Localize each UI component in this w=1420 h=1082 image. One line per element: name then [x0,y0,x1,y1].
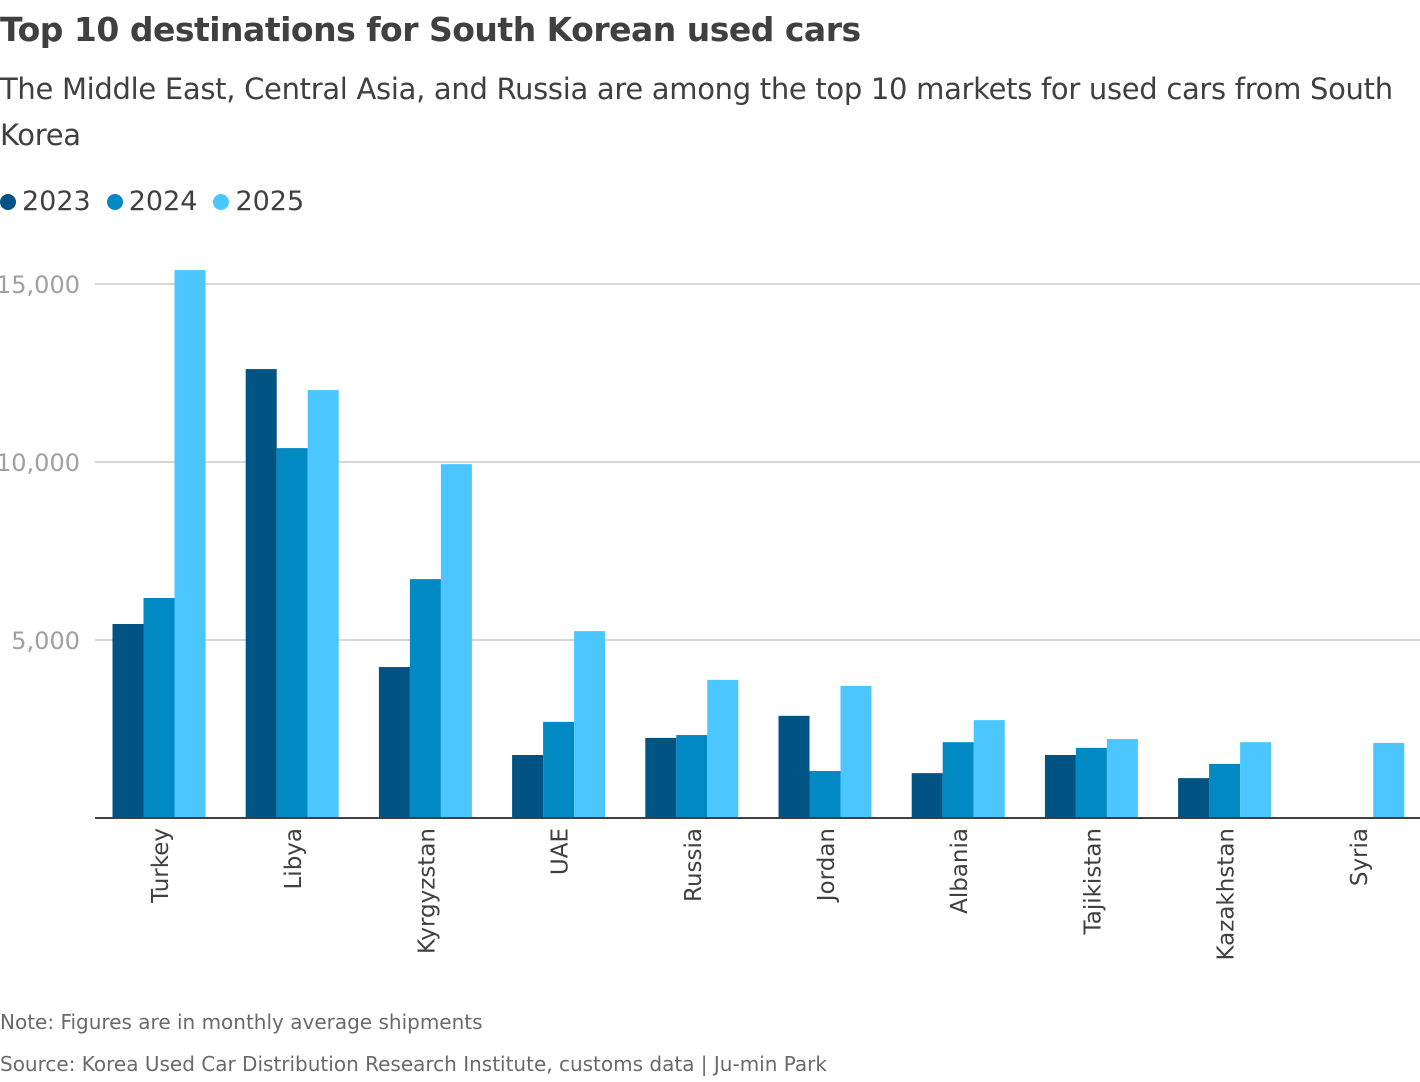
bar-turkey-2025 [174,270,206,819]
x-tick-label: Libya [281,828,307,890]
bar-kyrgyzstan-2023 [378,667,410,818]
legend-swatch [213,193,230,210]
legend-swatch [0,193,16,210]
bar-turkey-2023 [112,623,144,818]
x-tick-label: Russia [681,828,707,902]
bar-russia-2023 [645,737,677,818]
x-tick-label: Jordan [814,828,840,903]
x-tick-label: Tajikistan [1080,828,1106,936]
legend-item-2024: 2024 [106,186,198,217]
bar-jordan-2024 [809,771,841,818]
bar-uae-2025 [574,631,606,818]
bar-albania-2023 [911,773,943,818]
chart-note: Note: Figures are in monthly average shi… [0,1010,483,1034]
bar-uae-2023 [512,754,544,818]
bar-syria-2025 [1373,742,1405,818]
bar-libya-2023 [245,369,277,818]
bar-tajikistan-2023 [1044,754,1076,818]
x-tick-label: Albania [947,828,973,914]
y-tick-label: 5,000 [11,627,80,655]
legend: 2023 2024 2025 [0,186,304,217]
bar-russia-2024 [676,735,708,818]
bar-kyrgyzstan-2024 [409,579,441,818]
y-tick-label: 15,000 [0,271,80,299]
bar-albania-2025 [973,720,1005,818]
bar-jordan-2023 [778,715,810,818]
chart-title: Top 10 destinations for South Korean use… [0,10,861,49]
bar-kazakhstan-2023 [1178,778,1210,818]
bar-libya-2025 [307,390,339,818]
chart-source: Source: Korea Used Car Distribution Rese… [0,1052,827,1076]
chart-subtitle: The Middle East, Central Asia, and Russi… [0,72,1393,152]
bar-tajikistan-2025 [1106,738,1138,818]
bar-turkey-2024 [143,597,175,818]
y-tick-label: 10,000 [0,449,80,477]
bar-jordan-2025 [840,685,872,818]
bar-russia-2025 [707,679,739,818]
bar-tajikistan-2024 [1075,747,1107,818]
x-tick-label: Turkey [148,828,174,904]
legend-item-2023: 2023 [0,186,91,217]
legend-label: 2023 [22,186,91,217]
x-tick-label: Kyrgyzstan [414,828,440,954]
x-tick-label: Syria [1347,828,1373,886]
legend-label: 2024 [128,186,198,217]
legend-item-2025: 2025 [213,186,304,217]
x-tick-label: Kazakhstan [1214,828,1240,961]
bar-kazakhstan-2025 [1240,742,1272,818]
bar-kazakhstan-2024 [1209,763,1241,818]
bar-albania-2024 [942,742,974,818]
legend-label: 2025 [235,186,305,217]
bar-uae-2024 [543,721,575,818]
legend-swatch [106,193,123,210]
bar-libya-2024 [276,448,308,818]
x-tick-label: UAE [548,828,574,875]
bar-kyrgyzstan-2025 [440,464,472,818]
